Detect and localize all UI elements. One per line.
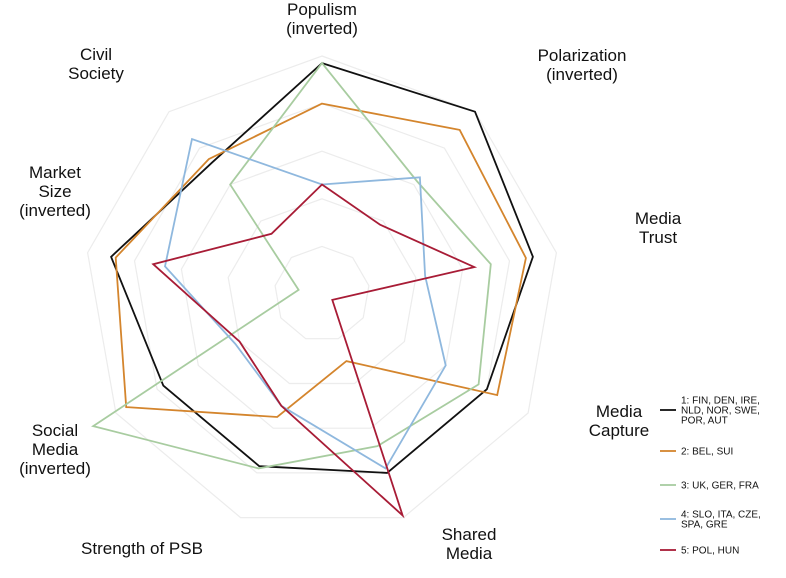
legend-label-line: 3: UK, GER, FRA [681, 481, 759, 492]
axis-label-line: (inverted) [286, 19, 358, 38]
axis-label-line: Media [446, 544, 493, 563]
axis-label-line: Market [29, 163, 81, 182]
legend-label: 4: SLO, ITA, CZE, SPA, GRE [681, 510, 761, 531]
axis-label-line: Size [38, 182, 71, 201]
series-line [91, 61, 492, 470]
axis-label-line: Strength of PSB [81, 539, 203, 558]
legend-label-line: 5: POL, HUN [681, 546, 739, 557]
legend-label-line: 4: SLO, ITA, CZE, [681, 510, 761, 521]
grid-ring [86, 55, 558, 519]
axis-label-line: (inverted) [19, 201, 91, 220]
axis-label: Polarization (inverted) [538, 46, 627, 84]
axis-label-line: Media [635, 209, 682, 228]
grid-ring [227, 198, 417, 385]
axis-label-line: Shared [442, 525, 497, 544]
axis-labels: Populism (inverted)Polarization (inverted)… [19, 0, 682, 563]
axis-label-line: Capture [589, 421, 649, 440]
axis-label-line: Media [596, 402, 643, 421]
axis-label-line: Media [32, 440, 79, 459]
legend-label-line: SPA, GRE [681, 520, 728, 531]
legend-label: 5: POL, HUN [681, 546, 739, 557]
axis-label-line: Social [32, 421, 78, 440]
series-line [114, 102, 527, 418]
radar-grid [86, 55, 558, 519]
axis-label: Strength of PSB [81, 539, 203, 558]
axis-label: Social Media (inverted) [19, 421, 91, 478]
legend-label: 3: UK, GER, FRA [681, 481, 759, 492]
axis-label: Market Size (inverted) [19, 163, 91, 220]
axis-label-line: (inverted) [546, 65, 618, 84]
legend-label: 2: BEL, SUI [681, 447, 733, 458]
axis-label: Populism (inverted) [286, 0, 358, 38]
axis-label: Shared Media [442, 525, 497, 563]
grid-ring [274, 245, 370, 340]
series-line [164, 137, 447, 470]
axis-label-line: Polarization [538, 46, 627, 65]
axis-label-line: Trust [639, 228, 677, 247]
legend: 1: FIN, DEN, IRE, NLD, NOR, SWE, POR, AUT 2… [660, 396, 761, 557]
legend-label-line: POR, AUT [681, 416, 728, 427]
axis-label-line: Society [68, 64, 124, 83]
axis-label-line: Populism [287, 0, 357, 19]
grid-ring [180, 150, 464, 429]
axis-label-line: Civil [80, 45, 112, 64]
radar-series [91, 61, 534, 519]
legend-label-line: 2: BEL, SUI [681, 447, 733, 458]
legend-label-line: 1: FIN, DEN, IRE, [681, 396, 760, 407]
legend-label-line: NLD, NOR, SWE, [681, 406, 760, 417]
legend-label: 1: FIN, DEN, IRE, NLD, NOR, SWE, POR, AUT [681, 396, 760, 427]
axis-label: Media Capture [589, 402, 649, 440]
axis-label: Media Trust [635, 209, 682, 247]
axis-label: Civil Society [68, 45, 124, 83]
series-line [151, 183, 478, 519]
axis-label-line: (inverted) [19, 459, 91, 478]
